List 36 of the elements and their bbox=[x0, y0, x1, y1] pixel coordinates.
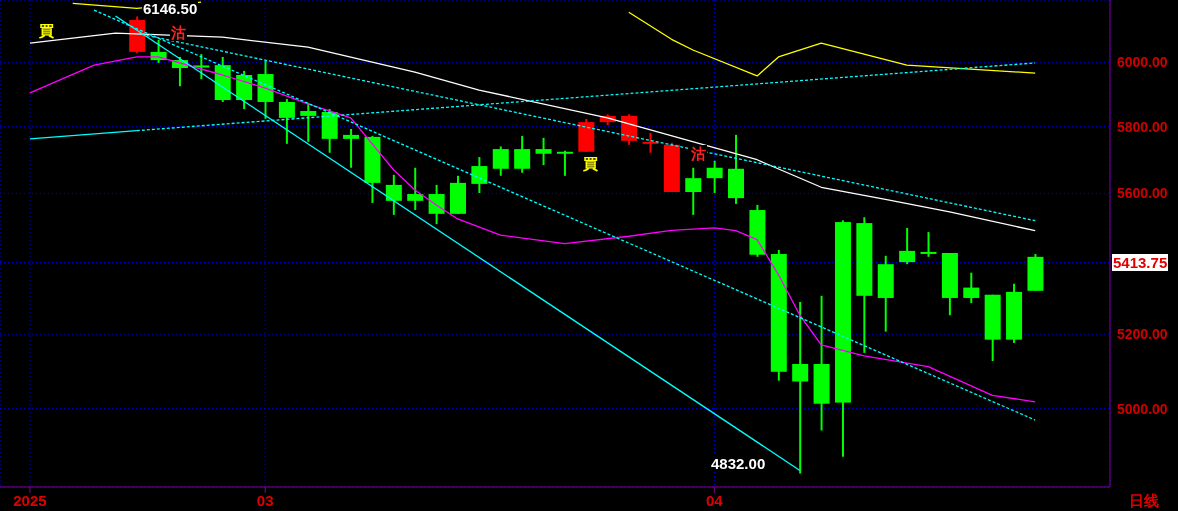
candlestick bbox=[471, 156, 488, 195]
annotation: 買 bbox=[38, 22, 55, 39]
annotation: 6146.50 bbox=[142, 0, 199, 17]
candlestick bbox=[343, 127, 360, 169]
candlestick bbox=[193, 53, 210, 81]
x-tick-label: 04 bbox=[705, 491, 724, 509]
x-tick-label: 03 bbox=[256, 491, 274, 509]
y-tick-label: 5200.00 bbox=[1117, 326, 1168, 343]
candlestick bbox=[899, 226, 916, 266]
x-tick-label: 2025 bbox=[13, 491, 47, 509]
candlestick bbox=[278, 98, 295, 145]
annotation: 買 bbox=[582, 155, 599, 172]
candlestick bbox=[407, 166, 424, 212]
annotation: 沽 bbox=[170, 24, 187, 41]
candlestick bbox=[385, 173, 402, 216]
candlestick bbox=[514, 134, 531, 174]
y-tick-label: 6000.00 bbox=[1117, 54, 1168, 71]
candlestick bbox=[685, 166, 702, 216]
text: 5413.75 bbox=[1112, 254, 1169, 271]
candlestick bbox=[428, 183, 445, 226]
candlestick bbox=[920, 231, 937, 258]
text: 日线 bbox=[1128, 492, 1160, 509]
candlestick bbox=[556, 149, 573, 177]
y-tick-label: 5000.00 bbox=[1117, 400, 1168, 417]
annotation: 沽 bbox=[690, 145, 707, 162]
candlestick bbox=[300, 101, 317, 143]
candlestick bbox=[535, 136, 552, 167]
annotation: 4832.00 bbox=[710, 455, 767, 472]
line-series bbox=[628, 11, 1036, 77]
candlestick bbox=[792, 300, 809, 475]
candlestick bbox=[706, 159, 723, 195]
candlestick bbox=[492, 145, 509, 177]
y-tick-label: 5800.00 bbox=[1117, 118, 1168, 135]
candlestick bbox=[642, 131, 659, 154]
candlestick bbox=[963, 271, 980, 304]
y-tick-label: 5600.00 bbox=[1117, 185, 1168, 202]
